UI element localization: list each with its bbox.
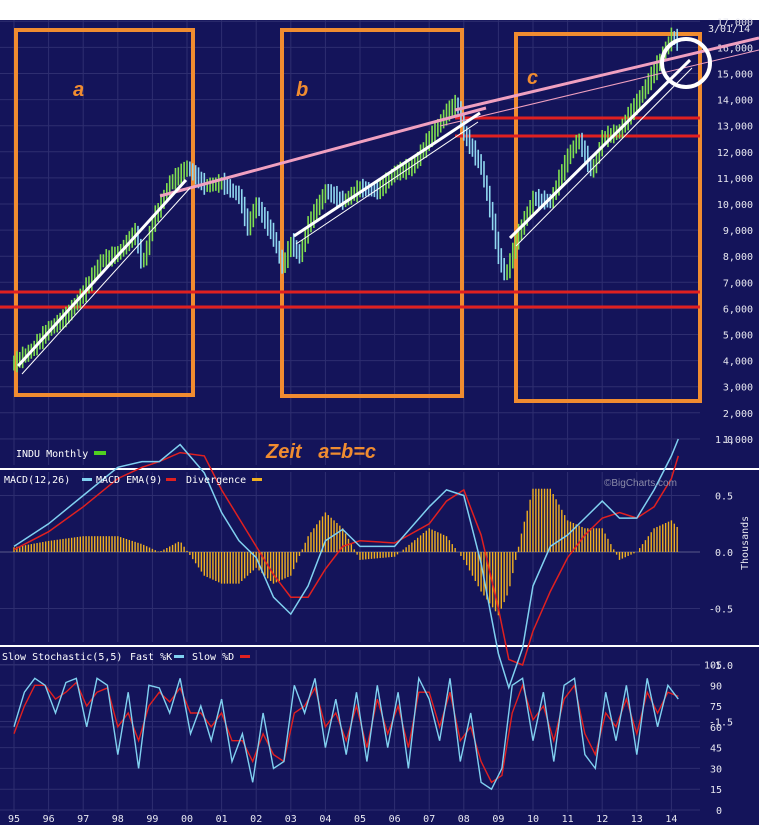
- stoch-legend-swatch-1: [174, 655, 184, 658]
- stoch-tick-label: 30: [710, 764, 722, 775]
- white-trendline-a: [16, 178, 188, 368]
- box-b: [280, 28, 464, 398]
- price-tick-label: 16,000: [717, 43, 753, 54]
- macd-tick-label: -1.0: [709, 661, 733, 672]
- pink-trendline-thin: [439, 49, 759, 127]
- slow-d-line: [13, 681, 679, 784]
- box-a: [14, 28, 195, 397]
- x-tick-label: 95: [8, 814, 20, 825]
- annotation-text: Zeit a=b=c: [265, 441, 376, 463]
- macd-legend-swatch-1: [82, 478, 92, 481]
- macd-tick-label: 1.0: [715, 435, 733, 446]
- x-tick-label: 00: [181, 814, 193, 825]
- stoch-tick-label: 45: [710, 744, 722, 755]
- price-tick-label: 4,000: [723, 357, 753, 368]
- stoch-legend-swatch-2: [240, 655, 250, 658]
- macd-legend-2: MACD EMA(9): [96, 475, 162, 486]
- x-tick-label: 05: [354, 814, 366, 825]
- stoch-tick-label: 15: [710, 785, 722, 796]
- macd-tick-label: 0.0: [715, 548, 733, 559]
- price-tick-label: 14,000: [717, 96, 753, 107]
- stoch-legend-2: Fast %K: [130, 652, 172, 663]
- date-label: 3/01/14: [708, 24, 750, 35]
- stoch-tick-label: 90: [710, 681, 722, 692]
- fast-k-line: [13, 675, 679, 791]
- macd-legend-swatch-3: [252, 478, 262, 481]
- price-tick-label: 11,000: [717, 174, 753, 185]
- price-tick-label: 13,000: [717, 122, 753, 133]
- box-c: [514, 32, 702, 403]
- price-legend: INDU Monthly: [16, 449, 88, 460]
- macd-series: [13, 438, 680, 691]
- price-axis-panel: [700, 20, 759, 468]
- macd-axis-ticks: 1.0 0.5 0.0 -0.5 -1.0 -1.5: [709, 435, 733, 729]
- stoch-tick-label: 105: [704, 660, 722, 671]
- price-tick-label: 9,000: [723, 226, 753, 237]
- white-trendline-b-thin: [295, 121, 479, 245]
- white-trendline-c-thin: [515, 67, 693, 247]
- price-legend-swatch: [94, 451, 106, 455]
- x-tick-label: 01: [216, 814, 228, 825]
- stoch-tick-label: 75: [710, 702, 722, 713]
- x-tick-label: 09: [492, 814, 504, 825]
- macd-tick-label: -0.5: [709, 605, 733, 616]
- price-tick-label: 8,000: [723, 252, 753, 263]
- stochastic-axis-ticks: 0 15 30 45 60 75 90 105: [704, 660, 722, 817]
- macd-legend-swatch-2: [166, 478, 176, 481]
- macd-line: [13, 438, 679, 691]
- x-tick-label: 07: [423, 814, 435, 825]
- price-tick-label: 1,000: [723, 435, 753, 446]
- macd-axis-unit: Thousands: [740, 516, 751, 570]
- macd-ema-line: [13, 451, 680, 667]
- x-tick-label: 96: [43, 814, 55, 825]
- x-tick-label: 08: [458, 814, 470, 825]
- x-tick-label: 11: [562, 814, 574, 825]
- macd-tick-label: -1.5: [709, 718, 733, 729]
- x-tick-label: 97: [77, 814, 89, 825]
- pink-trendline-1: [159, 106, 487, 198]
- price-tick-label: 5,000: [723, 331, 753, 342]
- box-label-b: b: [296, 79, 308, 101]
- x-tick-label: 12: [596, 814, 608, 825]
- white-trendline-b: [293, 111, 481, 238]
- price-tick-label: 17,000: [717, 17, 753, 28]
- x-tick-label: 13: [631, 814, 643, 825]
- box-label-a: a: [73, 79, 84, 101]
- x-tick-label: 10: [527, 814, 539, 825]
- stoch-legend-1: Slow Stochastic(5,5): [2, 652, 122, 663]
- price-tick-label: 10,000: [717, 200, 753, 211]
- x-axis-ticks: 95 96 97 98 99 00 01 02 03 04 05 06 07 08 09 10 11 12 13 14: [8, 814, 677, 825]
- macd-divergence-bars: [13, 488, 678, 616]
- stoch-tick-label: 60: [710, 723, 722, 734]
- x-tick-label: 04: [319, 814, 331, 825]
- price-tick-label: 3,000: [723, 383, 753, 394]
- price-tick-label: 6,000: [723, 304, 753, 315]
- x-tick-label: 02: [250, 814, 262, 825]
- price-tick-label: 2,000: [723, 409, 753, 420]
- box-label-c: c: [527, 67, 538, 89]
- price-tick-label: 12,000: [717, 148, 753, 159]
- x-tick-label: 03: [285, 814, 297, 825]
- macd-legend-3: Divergence: [186, 475, 246, 486]
- x-tick-label: 14: [665, 814, 677, 825]
- x-tick-label: 06: [389, 814, 401, 825]
- macd-legend-1: MACD(12,26): [4, 475, 70, 486]
- price-tick-label: 15,000: [717, 70, 753, 81]
- watermark: ©BigCharts.com: [604, 478, 677, 489]
- price-axis-ticks: 1,000 2,000 3,000 4,000 5,000 6,000 7,000 8,000…: [717, 17, 753, 446]
- price-series: [13, 27, 678, 373]
- x-tick-label: 99: [146, 814, 158, 825]
- stoch-tick-label: 0: [716, 806, 722, 817]
- highlight-circle: [660, 37, 712, 89]
- white-trendline-c: [508, 58, 692, 240]
- macd-tick-label: 0.5: [715, 492, 733, 503]
- x-tick-label: 98: [112, 814, 124, 825]
- white-trendline-a-thin: [21, 187, 191, 375]
- stoch-legend-3: Slow %D: [192, 652, 234, 663]
- stochastic-panel: [0, 647, 759, 825]
- price-tick-label: 7,000: [723, 278, 753, 289]
- stochastic-series: [13, 675, 679, 791]
